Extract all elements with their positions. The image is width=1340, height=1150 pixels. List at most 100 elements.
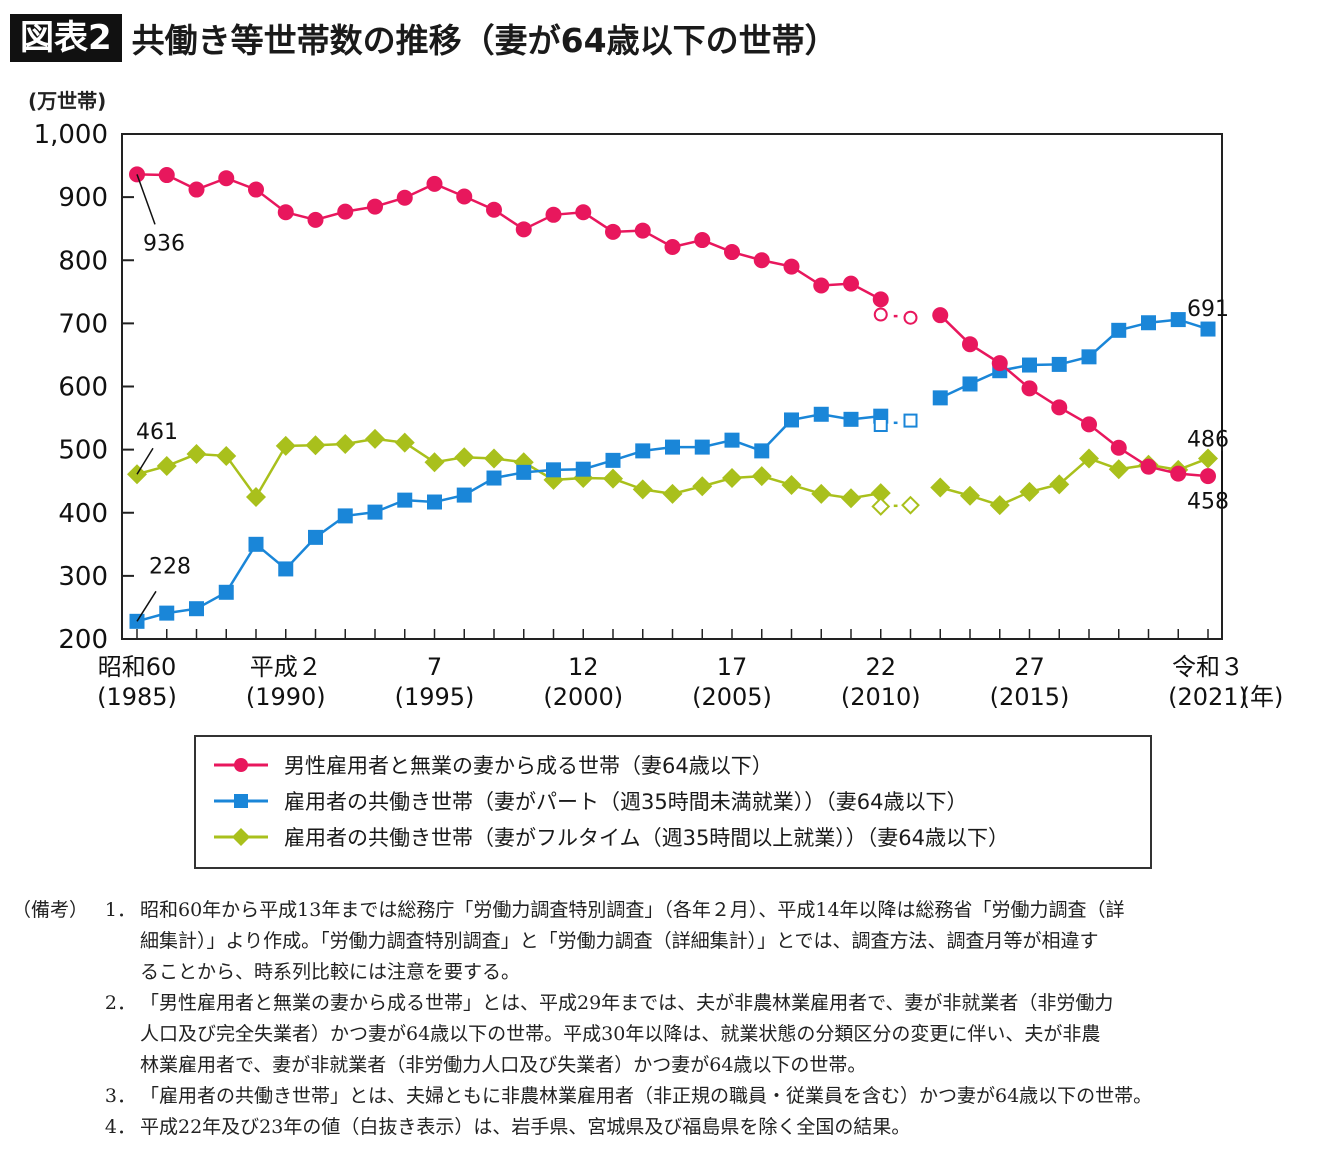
note-number: 4．	[104, 1116, 136, 1138]
axes: 200 300 400 500 600 700 800 900 1,000 昭和60(1985) 平…	[34, 120, 1284, 711]
note-line: 「雇用者の共働き世帯」とは、夫婦ともに非農林業雇用者（非正規の職員・従業員を含む…	[140, 1085, 1153, 1107]
data-point-diamond	[1198, 448, 1218, 469]
note-number: 3．	[104, 1085, 136, 1107]
data-point-square	[337, 508, 353, 524]
data-point-diamond	[1108, 459, 1129, 480]
data-point-circle	[188, 181, 205, 198]
x-tick-year-label: (2005)	[692, 683, 772, 711]
data-point-circle	[426, 175, 443, 192]
figure-title: 図表2 共働き等世帯数の推移（妻が64歳以下の世帯）	[10, 10, 838, 66]
note-line: ることから、時系列比較には注意を要する。	[140, 961, 521, 983]
series-line	[136, 173, 882, 301]
data-point-diamond	[662, 483, 683, 504]
legend-marker-square-icon	[214, 794, 268, 808]
y-tick-label: 300	[58, 562, 108, 592]
annotation-leader-line	[136, 174, 156, 225]
data-point-circle	[337, 203, 354, 220]
series-line	[939, 318, 1209, 399]
data-point-square	[724, 432, 740, 448]
note-number: 1．	[104, 899, 136, 921]
y-axis-unit-label: (万世帯)	[28, 89, 106, 113]
data-point-circle	[367, 198, 383, 215]
hollow-circle-marker	[873, 307, 888, 322]
x-tick-label: 平成２	[250, 653, 322, 681]
series-square	[129, 312, 1216, 629]
data-point-square	[159, 605, 175, 621]
x-tick-label: 令和３	[1172, 653, 1244, 681]
data-point-diamond	[1049, 474, 1070, 495]
data-point-square	[248, 536, 264, 552]
data-point-square	[278, 561, 294, 577]
data-point-diamond	[156, 456, 177, 477]
data-point-diamond	[424, 452, 445, 473]
line-chart: (万世帯) 2003004005006007008009001,000昭和60(…	[28, 89, 1284, 711]
data-point-circle	[129, 166, 145, 183]
data-point-square	[367, 504, 383, 520]
data-point-square	[397, 492, 413, 508]
data-point-circle	[545, 206, 562, 223]
hollow-square-marker	[903, 413, 918, 428]
x-tick-year-label: (1990)	[246, 683, 326, 711]
x-tick-year-label: (2010)	[841, 683, 921, 711]
data-point-circle	[396, 189, 413, 206]
data-point-circle	[962, 336, 978, 353]
x-tick-year-label: (1995)	[395, 683, 475, 711]
annotation-leader-line	[136, 447, 154, 475]
note-2: 2． 「男性雇用者と無業の妻から成る世帯」とは、平成29年までは、夫が非農林業雇…	[12, 988, 1332, 1081]
legend-item-full-time: 雇用者の共働き世帯（妻がフルタイム（週35時間以上就業））（妻64歳以下）	[212, 819, 1134, 855]
x-tick-year-label: (2021)	[1168, 683, 1248, 711]
data-point-circle	[694, 232, 711, 249]
data-point-diamond	[989, 495, 1010, 516]
data-point-diamond	[365, 428, 385, 449]
data-point-diamond	[811, 483, 832, 504]
note-line: 昭和60年から平成13年までは総務庁「労働力調査特別調査」（各年２月）、平成14…	[140, 899, 1125, 921]
data-point-circle	[605, 223, 621, 240]
annotation-label: 458	[1187, 489, 1229, 514]
data-point-diamond	[632, 479, 653, 500]
y-tick-label: 400	[58, 499, 108, 529]
x-tick-label: 昭和60	[98, 653, 177, 681]
data-point-square	[575, 461, 591, 477]
data-point-square	[932, 390, 948, 406]
y-tick-label: 200	[58, 625, 108, 655]
data-point-square	[516, 464, 532, 480]
data-point-diamond	[275, 435, 296, 456]
data-point-diamond	[394, 432, 415, 453]
data-point-diamond	[1079, 448, 1099, 469]
legend-label: 雇用者の共働き世帯（妻がフルタイム（週35時間以上就業））（妻64歳以下）	[284, 826, 1010, 850]
data-point-square	[1081, 349, 1097, 365]
chart-title: 共働き等世帯数の推移（妻が64歳以下の世帯）	[131, 21, 838, 60]
x-tick-year-label: (1985)	[97, 683, 177, 711]
y-tick-label: 800	[58, 246, 108, 276]
x-tick-label: 27	[1014, 653, 1045, 681]
data-point-diamond	[930, 477, 951, 498]
series-line	[939, 314, 1209, 478]
data-point-diamond	[781, 474, 802, 495]
data-point-diamond	[1019, 481, 1040, 502]
data-point-circle	[634, 222, 651, 239]
data-point-circle	[248, 181, 264, 198]
data-point-circle	[218, 170, 235, 187]
legend-item-male-earner: 男性雇用者と無業の妻から成る世帯（妻64歳以下）	[212, 747, 1134, 783]
annotation-label: 486	[1187, 427, 1229, 452]
notes-section: （備考） 1． 昭和60年から平成13年までは総務庁「労働力調査特別調査」（各年…	[12, 895, 1332, 1143]
data-point-square	[1170, 312, 1186, 328]
data-point-diamond	[722, 468, 742, 489]
note-4: 4． 平成22年及び23年の値（白抜き表示）は、岩手県、宮城県及び福島県を除く全…	[12, 1112, 1332, 1143]
hollow-circle-marker	[903, 310, 918, 325]
note-line: 「男性雇用者と無業の妻から成る世帯」とは、平成29年までは、夫が非農林業雇用者で…	[140, 992, 1114, 1014]
data-point-diamond	[603, 468, 623, 489]
annotation-label: 461	[136, 420, 178, 445]
x-tick-label: 22	[865, 653, 896, 681]
data-point-square	[813, 406, 829, 422]
y-tick-label: 1,000	[34, 120, 108, 150]
series-layer	[127, 166, 1218, 629]
y-tick-label: 500	[58, 436, 108, 466]
x-axis-unit-label: (年)	[1241, 683, 1284, 711]
data-point-square	[486, 470, 502, 486]
annotation-leader-line	[136, 590, 157, 622]
data-point-square	[1141, 315, 1156, 331]
data-point-square	[1022, 357, 1037, 373]
data-point-square	[189, 601, 204, 617]
data-point-diamond	[335, 433, 356, 454]
